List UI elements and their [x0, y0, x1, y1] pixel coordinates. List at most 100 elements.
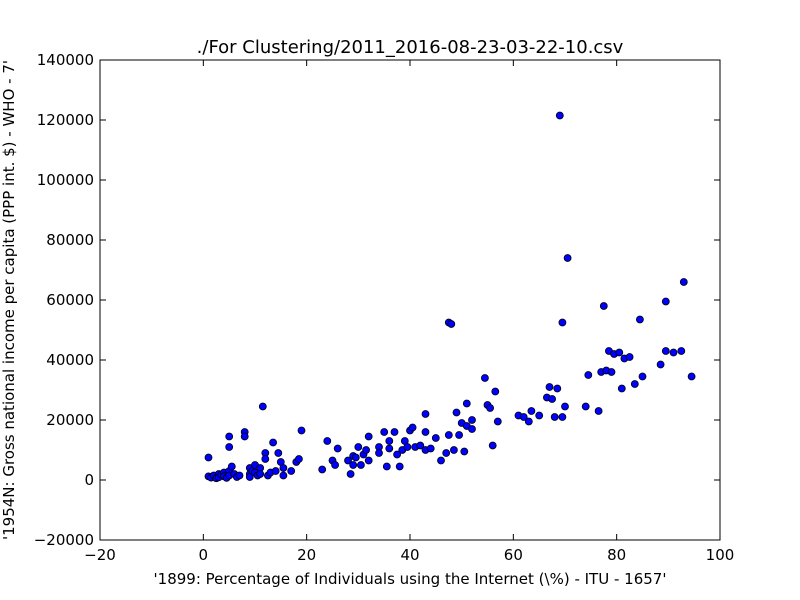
data-point	[661, 347, 670, 355]
x-axis-label: '1899: Percentage of Individuals using t…	[154, 570, 667, 588]
data-point	[527, 407, 536, 415]
data-point	[403, 443, 412, 451]
data-point	[462, 399, 471, 408]
data-point	[364, 432, 373, 441]
data-point	[421, 428, 430, 436]
data-point	[561, 402, 569, 411]
x-tick-label: 20	[297, 546, 316, 564]
data-point	[279, 471, 288, 480]
data-point	[297, 426, 306, 435]
data-point	[426, 444, 435, 453]
data-point	[442, 449, 451, 457]
data-point	[235, 471, 244, 480]
data-point	[607, 368, 616, 376]
data-point	[638, 372, 647, 381]
data-point	[408, 423, 417, 432]
data-point	[323, 437, 332, 445]
data-point	[385, 437, 394, 445]
ticks-layer: −20 0 20 40 60 80 100 −20000 0 20000 40000 60000 800…	[34, 51, 735, 564]
data-point	[385, 444, 394, 453]
data-point	[581, 402, 590, 411]
data-point	[431, 434, 440, 442]
data-point	[354, 443, 363, 451]
x-tick-label: 0	[199, 546, 209, 564]
data-point	[382, 462, 391, 471]
data-point	[594, 407, 603, 415]
data-point	[444, 431, 453, 439]
data-point	[447, 320, 456, 328]
data-point	[519, 413, 528, 421]
data-point	[455, 431, 464, 439]
data-point	[437, 456, 445, 465]
data-point	[584, 371, 593, 379]
data-point	[346, 470, 355, 478]
x-tick-label: 40	[400, 546, 419, 564]
data-point	[558, 413, 567, 421]
data-point	[274, 449, 283, 457]
data-point	[452, 408, 461, 417]
data-point	[615, 348, 624, 357]
x-tick-label: −20	[84, 546, 116, 564]
data-point	[535, 411, 544, 420]
data-point	[545, 383, 554, 391]
y-tick-label: 20000	[46, 411, 94, 429]
data-point	[204, 453, 213, 462]
data-point	[677, 347, 686, 355]
y-tick-label: 0	[84, 471, 94, 489]
y-tick-label: 140000	[37, 51, 94, 69]
data-point	[390, 428, 399, 436]
data-point	[261, 455, 270, 463]
data-point	[480, 374, 489, 382]
data-point	[550, 413, 559, 421]
y-tick-label: 60000	[46, 291, 94, 309]
data-point	[269, 438, 278, 447]
data-point	[669, 348, 678, 357]
data-point	[271, 467, 280, 475]
data-point	[318, 465, 327, 474]
data-point	[524, 417, 533, 426]
data-point	[460, 447, 469, 456]
data-point	[599, 302, 608, 310]
data-point	[636, 315, 644, 324]
plot-frame	[99, 59, 721, 541]
data-point	[395, 462, 404, 471]
data-point	[468, 425, 476, 433]
data-point	[449, 446, 458, 454]
data-point	[294, 455, 303, 463]
chart-title: ./For Clustering/2011_2016-08-23-03-22-1…	[197, 37, 624, 58]
data-point	[344, 456, 352, 465]
data-point	[287, 467, 296, 475]
data-point	[679, 278, 688, 286]
y-tick-label: 40000	[46, 351, 94, 369]
data-point	[491, 387, 500, 396]
y-tick-label: −20000	[34, 531, 94, 549]
points-layer	[204, 111, 696, 483]
y-tick-label: 80000	[46, 231, 94, 249]
data-point	[558, 318, 567, 327]
data-point	[380, 428, 389, 436]
data-point	[625, 353, 634, 361]
data-point	[548, 395, 556, 403]
x-tick-label: 80	[607, 546, 626, 564]
data-point	[227, 462, 236, 471]
data-point	[468, 416, 476, 424]
data-point	[225, 443, 234, 451]
data-point	[256, 470, 265, 478]
data-point	[563, 254, 572, 262]
data-point	[375, 449, 383, 457]
data-point	[630, 380, 639, 388]
data-point	[225, 432, 234, 441]
data-point	[356, 461, 365, 469]
data-point	[416, 441, 425, 450]
x-tick-label: 100	[706, 546, 735, 564]
data-point	[240, 432, 249, 441]
data-point	[331, 461, 340, 469]
y-axis-label: '1954N: Gross national income per capita…	[0, 60, 18, 540]
data-point	[333, 444, 342, 453]
data-point	[555, 111, 564, 120]
data-point	[687, 372, 696, 381]
y-tick-label: 120000	[37, 111, 94, 129]
data-point	[656, 360, 665, 369]
